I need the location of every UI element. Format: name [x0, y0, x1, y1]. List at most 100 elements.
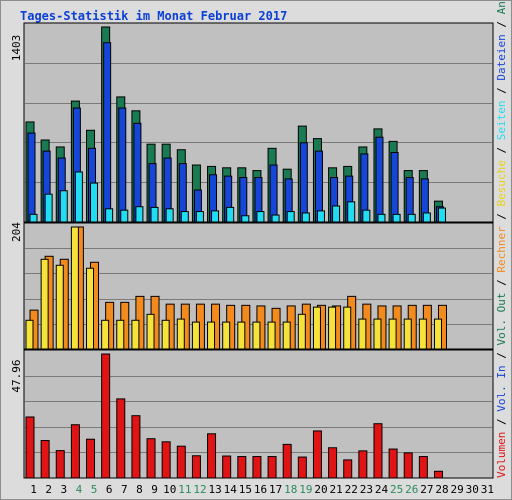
day-label-4: 4	[76, 483, 83, 496]
bar-seiten-day-6	[105, 208, 114, 223]
bar-volumen-day-6	[101, 353, 111, 479]
bar-volumen-day-22	[343, 459, 353, 479]
bar-besuche-day-9	[146, 313, 155, 350]
bar-besuche-day-4	[70, 226, 79, 350]
bar-volumen-day-7	[116, 398, 126, 479]
day-label-28: 28	[435, 483, 448, 496]
bar-seiten-day-21	[332, 205, 341, 223]
bar-volumen-day-26	[403, 452, 413, 479]
day-label-13: 13	[208, 483, 221, 496]
bar-dateien-day-6	[103, 42, 112, 223]
bar-besuche-day-10	[161, 319, 170, 350]
bar-volumen-day-18	[282, 443, 292, 479]
day-label-2: 2	[45, 483, 52, 496]
bar-volumen-day-13	[207, 433, 217, 479]
bar-besuche-day-17	[267, 321, 276, 350]
bar-volumen-day-16	[252, 456, 262, 479]
bar-besuche-day-25	[388, 318, 397, 350]
bar-besuche-day-13	[207, 321, 216, 350]
bar-besuche-day-19	[297, 313, 306, 350]
legend-sep: /	[495, 346, 508, 366]
bar-volumen-day-28	[433, 470, 443, 479]
bar-besuche-day-14	[222, 321, 231, 350]
bar-seiten-day-23	[362, 209, 371, 223]
bar-besuche-day-23	[358, 318, 367, 350]
bar-besuche-day-5	[86, 267, 95, 350]
bar-volumen-day-24	[373, 423, 383, 479]
bar-besuche-day-27	[418, 318, 427, 350]
day-label-8: 8	[136, 483, 143, 496]
bar-dateien-day-1	[27, 132, 36, 223]
bar-besuche-day-20	[312, 306, 321, 350]
day-label-25: 25	[390, 483, 403, 496]
bar-besuche-day-11	[176, 318, 185, 350]
legend-vol-out: Vol. Out	[495, 293, 508, 346]
day-label-5: 5	[91, 483, 98, 496]
day-label-6: 6	[106, 483, 113, 496]
bar-seiten-day-25	[392, 213, 401, 223]
legend-sep: /	[495, 14, 508, 34]
day-label-24: 24	[375, 483, 389, 496]
legend-sep: /	[495, 140, 508, 160]
bar-volumen-day-23	[358, 450, 368, 479]
bar-volumen-day-8	[131, 415, 141, 479]
bar-besuche-day-18	[282, 321, 291, 350]
bar-dateien-day-7	[118, 107, 127, 223]
bar-seiten-day-1	[29, 213, 38, 223]
bar-seiten-day-9	[150, 206, 159, 223]
bar-seiten-day-11	[180, 211, 189, 223]
bar-seiten-day-28	[437, 207, 446, 223]
day-label-17: 17	[269, 483, 282, 496]
bar-volumen-day-15	[237, 456, 247, 479]
bar-dateien-day-17	[269, 164, 278, 223]
bar-seiten-day-2	[44, 193, 53, 223]
bar-volumen-day-2	[40, 440, 50, 479]
day-label-1: 1	[30, 483, 37, 496]
day-label-18: 18	[284, 483, 297, 496]
legend-vol-in: Vol. In	[495, 365, 508, 411]
bar-seiten-day-26	[407, 213, 416, 223]
bar-volumen-day-27	[418, 456, 428, 479]
bar-besuche-day-7	[116, 319, 125, 350]
day-label-11: 11	[178, 483, 191, 496]
legend-volumen: Volumen	[495, 432, 508, 478]
bar-volumen-day-11	[176, 445, 186, 479]
day-label-21: 21	[330, 483, 343, 496]
vertical-legend: Volumen / Vol. In / Vol. Out / Rechner /…	[495, 0, 508, 478]
bar-besuche-day-1	[25, 319, 34, 350]
legend-rechner: Rechner	[495, 226, 508, 273]
day-labels: 1 2 3 4 5 6 7 8 9 10 11 12 13 14 15 16 17 18 19 20 21 22 23 24 2…	[30, 483, 494, 496]
day-label-3: 3	[61, 483, 68, 496]
bar-dateien-day-19	[299, 142, 308, 223]
bar-seiten-day-8	[135, 206, 144, 223]
top-max-label: 1403	[10, 35, 23, 62]
bar-seiten-day-7	[120, 209, 129, 223]
day-label-29: 29	[451, 483, 464, 496]
bar-seiten-day-22	[347, 201, 356, 223]
bar-seiten-day-14	[226, 206, 235, 223]
bar-besuche-day-28	[433, 318, 442, 350]
bar-volumen-day-10	[161, 441, 171, 479]
legend-besuche: Besuche	[495, 160, 508, 206]
day-label-19: 19	[299, 483, 312, 496]
bar-seiten-day-10	[165, 208, 174, 223]
bar-besuche-day-2	[40, 258, 49, 350]
day-label-14: 14	[224, 483, 238, 496]
day-label-30: 30	[466, 483, 479, 496]
bar-seiten-day-15	[241, 215, 250, 223]
day-label-27: 27	[420, 483, 433, 496]
bar-volumen-day-4	[70, 424, 80, 479]
bar-besuche-day-15	[237, 321, 246, 350]
day-label-9: 9	[151, 483, 158, 496]
bar-seiten-day-17	[271, 214, 280, 223]
bar-dateien-day-24	[375, 136, 384, 223]
bar-seiten-day-19	[301, 212, 310, 223]
day-label-22: 22	[345, 483, 358, 496]
bar-seiten-day-24	[377, 213, 386, 223]
legend-sep: /	[495, 81, 508, 101]
bar-volumen-day-19	[297, 456, 307, 479]
bar-seiten-day-5	[90, 182, 99, 223]
bar-besuche-day-26	[403, 318, 412, 350]
